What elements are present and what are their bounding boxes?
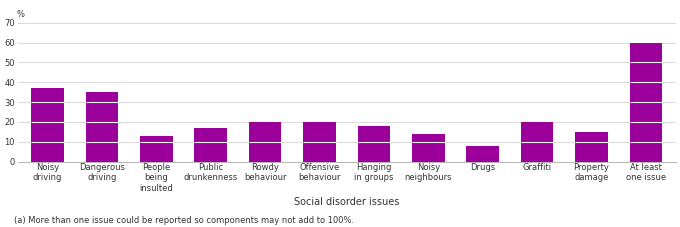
Bar bbox=[303, 122, 336, 162]
Bar bbox=[194, 128, 227, 162]
Bar bbox=[358, 126, 390, 162]
Text: %: % bbox=[16, 10, 24, 19]
Bar bbox=[466, 146, 499, 162]
Text: (a) More than one issue could be reported so components may not add to 100%.: (a) More than one issue could be reporte… bbox=[14, 216, 354, 225]
Bar bbox=[630, 42, 662, 162]
Bar bbox=[249, 122, 282, 162]
Bar bbox=[86, 92, 118, 162]
Bar bbox=[575, 132, 608, 162]
Bar bbox=[31, 88, 64, 162]
Bar bbox=[521, 122, 554, 162]
Bar bbox=[140, 136, 173, 162]
X-axis label: Social disorder issues: Social disorder issues bbox=[294, 197, 399, 207]
Bar bbox=[412, 134, 445, 162]
